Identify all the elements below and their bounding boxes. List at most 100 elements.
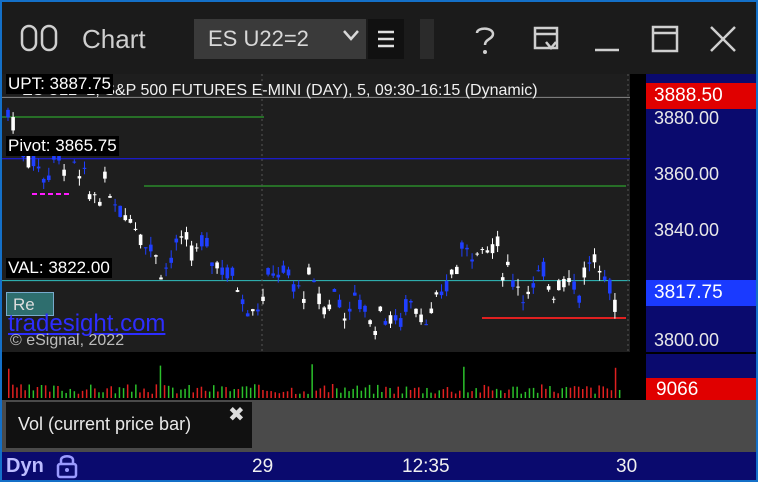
candle-body	[353, 292, 357, 296]
reset-button-label: Re	[13, 295, 35, 314]
candle-body	[138, 234, 143, 246]
volume-bar	[487, 386, 490, 398]
candle-body	[424, 324, 428, 326]
reset-button[interactable]: Re	[6, 292, 54, 316]
volume-bar	[233, 389, 235, 398]
volume-bar	[577, 386, 580, 398]
volume-bar	[8, 368, 10, 398]
volume-bar	[245, 386, 248, 398]
candle-body	[72, 161, 77, 163]
pivot-label: Pivot: 3865.75	[6, 136, 119, 156]
candle-body	[531, 283, 536, 288]
watermark-link[interactable]: tradesight.com	[8, 310, 166, 337]
volume-bar	[377, 384, 379, 398]
lock-icon[interactable]	[54, 452, 80, 480]
volume-bar	[442, 389, 445, 398]
volume-bar	[192, 392, 194, 398]
candle-body	[541, 261, 546, 277]
volume-bar	[65, 392, 67, 398]
volume-bar	[512, 386, 514, 398]
volume-bar	[77, 393, 80, 398]
volume-bar	[319, 388, 322, 398]
volume-bar	[516, 386, 518, 398]
candle-body	[200, 235, 204, 247]
candle-body	[189, 245, 194, 261]
volume-bar	[426, 387, 428, 398]
price-chart-svg[interactable]	[2, 74, 646, 352]
link-icon[interactable]	[20, 24, 62, 54]
volume-bar	[381, 392, 383, 398]
candle-body	[414, 308, 418, 314]
candle-body	[235, 290, 240, 292]
volume-tag: 9066	[646, 378, 756, 402]
price-axis[interactable]: 3880.00 3860.00 3840.00 3800.00	[646, 74, 756, 352]
layout-dropdown-icon[interactable]	[532, 24, 562, 54]
volume-bar	[459, 390, 461, 398]
dynamic-mode-label[interactable]: Dyn	[6, 455, 44, 477]
volume-bar	[557, 393, 559, 398]
volume-bar	[270, 391, 272, 398]
menu-button[interactable]	[368, 19, 404, 59]
volume-bar	[606, 388, 609, 398]
candle-body	[92, 194, 97, 196]
volume-bar	[356, 385, 358, 398]
time-axis[interactable]: Dyn 29 12:35 30	[2, 452, 756, 480]
volume-bar	[167, 385, 170, 398]
close-icon[interactable]	[708, 24, 738, 54]
candle-body	[26, 152, 31, 168]
volume-bar	[106, 388, 108, 398]
help-icon[interactable]	[472, 24, 498, 56]
volume-bar	[200, 386, 203, 398]
candle-body	[154, 255, 158, 257]
volume-bar	[90, 384, 92, 398]
candle-body	[103, 171, 107, 179]
volume-bar	[541, 384, 543, 398]
volume-bar	[524, 391, 527, 398]
candle-body	[567, 278, 571, 283]
volume-bar	[520, 393, 522, 398]
candle-body	[128, 219, 133, 223]
candle-body	[312, 280, 316, 283]
candle-body	[602, 276, 607, 280]
candle-body	[52, 155, 56, 160]
volume-bar	[471, 391, 473, 398]
candle-body	[332, 289, 337, 292]
candle-body	[174, 238, 179, 243]
close-icon[interactable]: ✖	[228, 404, 245, 426]
candle-body	[393, 315, 398, 321]
price-chart-area[interactable]	[2, 74, 646, 352]
volume-bar	[446, 387, 449, 398]
volume-pane[interactable]	[2, 354, 646, 400]
candle-body	[286, 269, 291, 276]
candle-body	[123, 215, 128, 221]
volume-bar	[81, 390, 84, 398]
candle-body	[266, 268, 270, 275]
volume-bar	[217, 391, 219, 398]
candle-body	[373, 330, 377, 336]
volume-bar	[135, 384, 137, 398]
chevron-down-icon[interactable]	[340, 24, 362, 46]
candle-body	[194, 247, 199, 249]
volume-bar	[213, 385, 215, 398]
volume-bar	[598, 385, 600, 398]
maximize-icon[interactable]	[650, 24, 680, 54]
volume-bar	[28, 384, 30, 398]
volume-bar	[24, 390, 26, 398]
val-label: VAL: 3822.00	[6, 258, 112, 278]
volume-bar	[204, 390, 207, 398]
candle-body	[557, 280, 561, 291]
candle-body	[449, 269, 454, 275]
candle-body	[582, 267, 587, 278]
price-plot[interactable]	[2, 74, 646, 352]
candle-body	[251, 309, 255, 312]
volume-chart-svg[interactable]	[2, 354, 646, 400]
candle-body	[460, 242, 464, 249]
volume-bar	[98, 392, 100, 398]
minimize-icon[interactable]	[592, 24, 622, 54]
volume-bar	[12, 384, 14, 398]
volume-bar	[311, 364, 313, 398]
hamburger-icon	[378, 30, 394, 48]
symbol-selector[interactable]: ES U22=2	[194, 19, 366, 59]
volume-bar	[258, 384, 260, 398]
